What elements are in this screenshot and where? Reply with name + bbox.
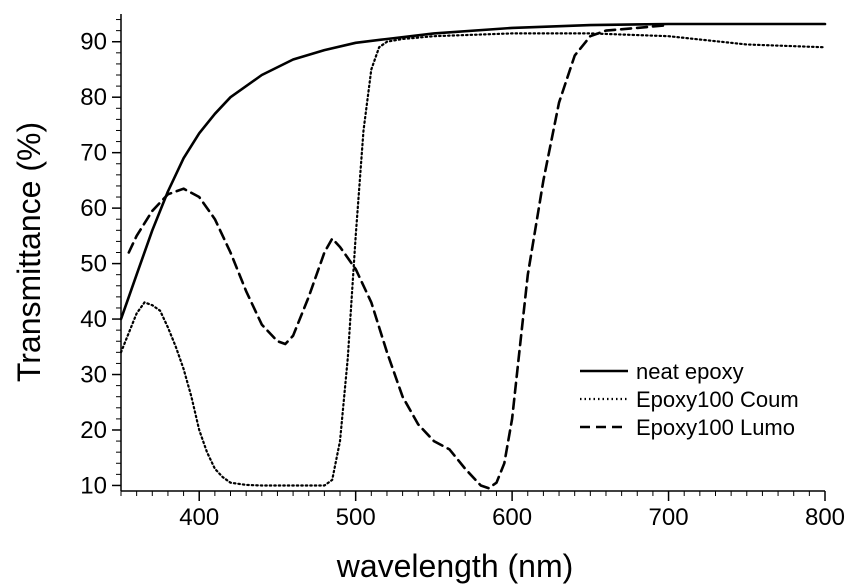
- series-line-epoxy100-coum: [119, 32, 827, 487]
- y-tick-label: 90: [80, 29, 107, 56]
- legend-label: Epoxy100 Coum: [636, 387, 799, 412]
- series-line-neat-epoxy: [119, 22, 827, 321]
- y-tick-label: 40: [80, 306, 107, 333]
- y-tick-label: 60: [80, 195, 107, 222]
- x-tick-label: 500: [336, 504, 376, 531]
- y-tick-label: 20: [80, 417, 107, 444]
- x-tick-label: 400: [179, 504, 219, 531]
- y-tick-label: 50: [80, 251, 107, 278]
- legend-label: neat epoxy: [636, 359, 744, 384]
- x-tick-label: 800: [805, 504, 845, 531]
- series: [119, 22, 827, 490]
- series-line-epoxy100-lumo: [127, 23, 670, 490]
- x-tick-label: 600: [492, 504, 532, 531]
- x-axis-title: wavelength (nm): [336, 548, 574, 584]
- legend: neat epoxy Epoxy100 Coum Epoxy100 Lumo: [580, 359, 799, 440]
- y-tick-label: 10: [80, 472, 107, 499]
- legend-label: Epoxy100 Lumo: [636, 415, 795, 440]
- y-tick-label: 80: [80, 84, 107, 111]
- y-tick-label: 70: [80, 140, 107, 167]
- y-axis-title: Transmittance (%): [11, 122, 47, 382]
- ticks: 400 500 600 700 800 10 20 30 40 50 60 70 80 90: [80, 19, 845, 531]
- x-tick-label: 700: [649, 504, 689, 531]
- y-tick-label: 30: [80, 362, 107, 389]
